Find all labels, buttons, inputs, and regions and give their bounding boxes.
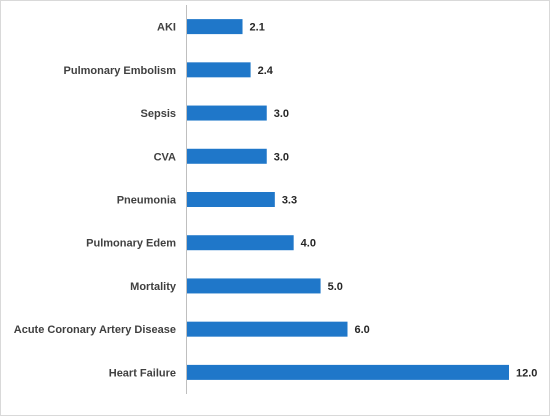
category-label: AKI: [157, 22, 176, 34]
bar: [187, 192, 275, 207]
bar: [187, 235, 294, 251]
value-label: 4.0: [301, 238, 316, 250]
bars: [187, 19, 509, 380]
bar: [187, 148, 267, 164]
value-label: 12.0: [516, 367, 537, 379]
bar: [187, 278, 321, 294]
category-label: Pulmonary Edem: [86, 238, 176, 250]
category-label: CVA: [154, 151, 176, 163]
category-label: Sepsis: [141, 108, 176, 120]
value-label: 3.0: [274, 108, 289, 120]
bar: [187, 105, 267, 121]
category-label: Mortality: [130, 281, 177, 293]
value-label: 5.0: [328, 281, 343, 293]
bar: [187, 19, 243, 35]
category-label: Pulmonary Embolism: [64, 65, 177, 77]
value-label: 2.1: [250, 22, 265, 34]
bar: [187, 62, 251, 78]
category-labels: AKI Pulmonary Embolism Sepsis CVA Pneumonia P…: [14, 22, 177, 380]
category-label: Pneumonia: [117, 195, 177, 207]
value-labels: 2.1 2.4 3.0 3.0 3.3 4.0 5.0 6.0 12.0: [250, 22, 538, 380]
value-label: 6.0: [355, 324, 370, 336]
category-label: Heart Failure: [109, 367, 176, 379]
bar: [187, 364, 509, 380]
value-label: 2.4: [258, 65, 274, 77]
value-label: 3.0: [274, 151, 289, 163]
category-label: Acute Coronary Artery Disease: [14, 324, 176, 336]
bar: [187, 321, 348, 337]
value-label: 3.3: [282, 195, 297, 207]
